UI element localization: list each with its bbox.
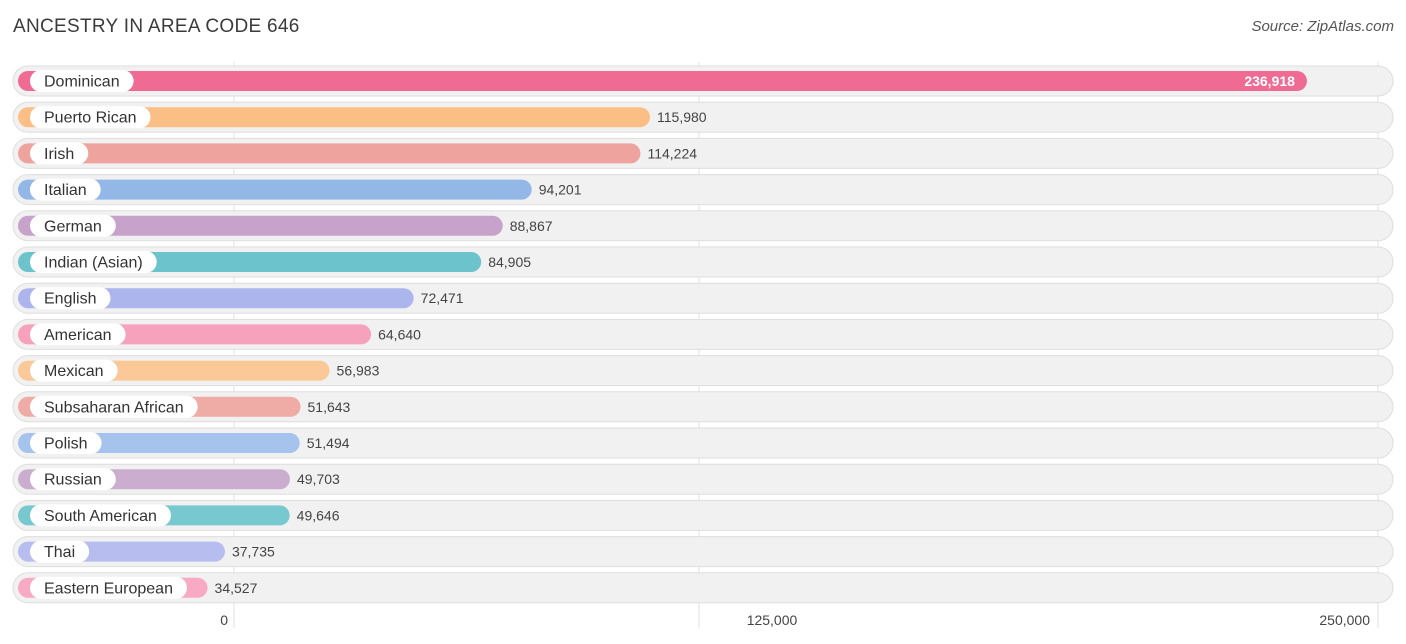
label-pill (30, 70, 134, 92)
value-label: 94,201 (539, 182, 582, 198)
bar-label: Mexican (44, 363, 104, 380)
bar-row-puerto-rican: Puerto Rican 115,980 (12, 101, 1394, 133)
bar-track (12, 499, 1394, 531)
value-label: 236,918 (1244, 73, 1295, 89)
bar-track (12, 572, 1394, 604)
source-credit: Source: ZipAtlas.com (1251, 18, 1394, 35)
bar-track (12, 391, 1394, 423)
label-pill (30, 106, 151, 129)
bar-label: Irish (44, 146, 74, 163)
bar-row-irish: Irish 114,224 (12, 137, 1394, 169)
label-pill (30, 540, 90, 563)
bar-label: Subsaharan African (44, 399, 184, 416)
x-tick-label: 250,000 (1319, 612, 1370, 628)
bar-row-german: German 88,867 (12, 210, 1394, 242)
x-tick-label: 0 (220, 612, 228, 628)
value-label: 51,643 (308, 399, 351, 415)
bar-track (12, 463, 1394, 495)
x-tick-label: 125,000 (747, 612, 798, 628)
bar-label: Eastern European (44, 580, 173, 597)
value-label: 88,867 (510, 218, 553, 234)
bar-row-subsaharan-african: Subsaharan African 51,643 (12, 391, 1394, 423)
bar-label: South American (44, 508, 157, 525)
value-label: 84,905 (488, 254, 531, 270)
bar-label: Polish (44, 436, 88, 453)
label-pill (30, 251, 157, 273)
bar (18, 107, 651, 128)
bar-label: English (44, 291, 96, 308)
value-label: 114,224 (647, 145, 697, 161)
value-label: 37,735 (232, 544, 275, 560)
bar-label: Thai (44, 544, 75, 561)
label-pill (30, 432, 102, 454)
value-label: 34,527 (215, 580, 258, 596)
bar-label: Puerto Rican (44, 110, 137, 127)
bar-track (12, 536, 1394, 568)
label-pill (30, 504, 171, 527)
bar-row-polish: Polish 51,494 (12, 427, 1394, 459)
bar-label: Russian (44, 472, 102, 489)
bar-row-thai: Thai 37,735 (12, 536, 1394, 568)
bar-row-eastern-european: Eastern European 34,527 (12, 572, 1394, 604)
bar (18, 71, 1307, 91)
bar-row-mexican: Mexican 56,983 (12, 355, 1394, 387)
label-pill (30, 576, 187, 599)
bar-row-indian-asian: Indian (Asian) 84,905 (12, 246, 1394, 278)
label-pill (30, 214, 116, 237)
value-label: 72,471 (421, 290, 464, 306)
bar (18, 288, 414, 309)
label-pill (30, 468, 116, 491)
value-label: 51,494 (307, 435, 350, 451)
bar-label: Dominican (44, 74, 120, 91)
label-pill (30, 287, 111, 310)
value-label: 64,640 (378, 326, 421, 342)
bar-label: Italian (44, 182, 87, 199)
label-pill (30, 395, 198, 418)
label-pill (30, 359, 118, 382)
label-pill (30, 142, 89, 165)
bar-row-south-american: South American 49,646 (12, 499, 1394, 531)
bar-label: American (44, 327, 112, 344)
chart-title: ANCESTRY IN AREA CODE 646 (13, 16, 300, 37)
bar-track (12, 355, 1394, 387)
bar (18, 215, 503, 236)
value-label: 115,980 (657, 109, 707, 125)
value-label: 49,703 (297, 471, 340, 487)
bar-label: German (44, 218, 102, 235)
bar-row-american: American 64,640 (12, 318, 1394, 350)
bar (18, 179, 532, 200)
bar (18, 143, 641, 164)
bar-track (12, 427, 1394, 459)
bar-row-italian: Italian 94,201 (12, 174, 1394, 206)
value-label: 56,983 (337, 363, 380, 379)
bar-label: Indian (Asian) (44, 255, 143, 272)
value-label: 49,646 (297, 507, 340, 523)
bar-row-dominican: Dominican 236,918 (12, 65, 1394, 97)
label-pill (30, 323, 126, 346)
bar-row-russian: Russian 49,703 (12, 463, 1394, 495)
label-pill (30, 178, 101, 201)
bar-row-english: English 72,471 (12, 282, 1394, 314)
